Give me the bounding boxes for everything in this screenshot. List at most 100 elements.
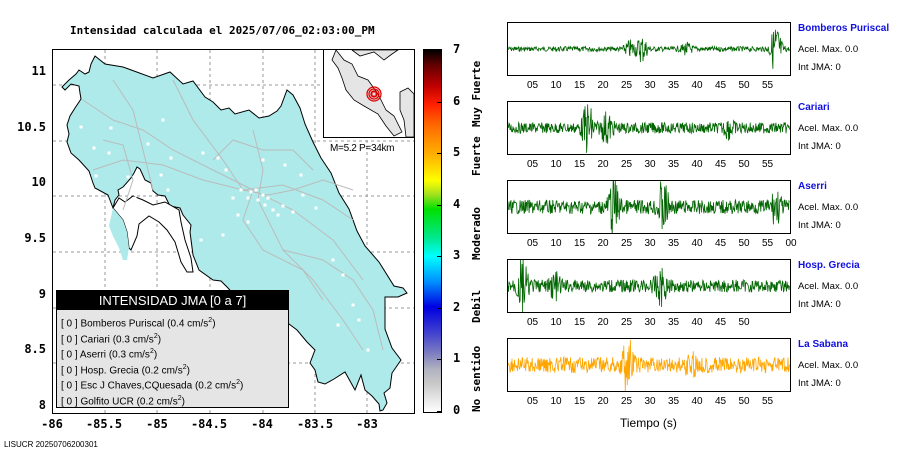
time-tick-label: 50 (738, 317, 750, 328)
legend-superscript: 2 (153, 332, 158, 340)
legend-superscript: 2 (236, 379, 240, 386)
legend-row: [ 0 ] Golfito UCR (0.2 cm/s2) (57, 391, 288, 407)
station-int-jma: Int JMA: 0 (798, 378, 841, 389)
lat-tick-label: 11 (31, 64, 46, 78)
legend-station: Hosp. Grecia (80, 364, 142, 376)
station-marker (169, 156, 173, 160)
legend-row: [ 0 ] Bomberos Puriscal (0.4 cm/s2) (57, 313, 288, 329)
time-tick-label: 35 (667, 317, 680, 328)
legend-acceleration: (0.3 cm/s (112, 333, 154, 345)
time-tick-label: 45 (714, 238, 727, 249)
waveform-trace (507, 104, 790, 153)
colorbar-tick-label: 5 (453, 145, 461, 160)
waveform-panel (507, 96, 791, 155)
time-tick-label: 30 (644, 396, 656, 407)
time-tick-label: 25 (620, 80, 633, 91)
legend-acceleration: (0.2 cm/s (136, 395, 178, 407)
station-marker (92, 146, 96, 150)
waveform-plot (507, 333, 790, 393)
waveform-plot (507, 17, 790, 69)
time-tick-label: 45 (714, 159, 727, 170)
legend-intensity: [ 0 ] (61, 333, 81, 345)
legend-intensity: [ 0 ] (61, 318, 81, 330)
legend-row: [ 0 ] Aserri (0.3 cm/s2) (57, 344, 288, 360)
lon-tick-label: -84.5 (190, 417, 228, 431)
station-marker (246, 196, 250, 200)
epicenter-ring (368, 88, 380, 100)
station-name: La Sabana (798, 339, 849, 350)
time-tick-label: 30 (644, 80, 656, 91)
station-acel-max: Acel. Max. 0.0 (798, 123, 859, 134)
station-marker (299, 173, 303, 177)
station-marker (283, 163, 287, 167)
station-marker (109, 126, 113, 130)
station-marker (146, 142, 150, 146)
colorbar-tick-label: 7 (453, 42, 461, 56)
waveform-plot (507, 175, 790, 237)
waveform-trace (507, 258, 790, 313)
station-marker (236, 213, 240, 217)
station-marker (366, 348, 370, 352)
station-marker (263, 203, 267, 207)
station-name: Bomberos Puriscal (798, 23, 890, 34)
lon-tick-label: -84 (251, 417, 273, 431)
time-tick-label: 55 (761, 396, 774, 407)
time-tick-label: 25 (620, 159, 633, 170)
station-marker (249, 190, 253, 194)
legend-station: Cariari (80, 333, 113, 345)
lat-tick-label: 10.5 (17, 120, 46, 134)
time-tick-labels: 05 10 15 20 25 30 35 40 45 50 (507, 317, 797, 331)
legend-superscript: 2 (149, 348, 154, 355)
legend-acceleration: (0.3 cm/s (108, 349, 150, 361)
waveform-plot (507, 96, 790, 153)
colorbar-category-label: Debil (470, 289, 483, 323)
station-acel-max: Acel. Max. 0.0 (798, 202, 859, 213)
station-marker (91, 208, 95, 212)
time-tick-label: 55 (761, 159, 774, 170)
legend-station: Esc J Chaves,CQuesada (80, 380, 195, 392)
time-tick-label: 55 (761, 238, 774, 249)
station-marker (133, 196, 137, 200)
colorbar-tick-mark (437, 50, 442, 51)
station-marker (357, 318, 361, 322)
colorbar-tick-label: 1 (453, 351, 461, 366)
lat-tick-label: 9 (38, 287, 46, 301)
lat-tick-label: 10 (31, 175, 46, 189)
road (282, 249, 384, 351)
epicenter-icon (371, 91, 377, 97)
legend-intensity: [ 0 ] (61, 364, 81, 376)
waveform-plot (507, 254, 790, 313)
time-tick-label: 20 (597, 80, 609, 91)
waveform-panel (507, 175, 791, 237)
station-acel-max: Acel. Max. 0.0 (798, 360, 859, 371)
time-tick-label: 30 (644, 317, 656, 328)
road (112, 79, 154, 191)
waveform-trace (507, 29, 790, 69)
legend-acceleration: (0.4 cm/s (167, 318, 209, 330)
legend-station: Golfito UCR (80, 395, 137, 407)
station-int-jma: Int JMA: 0 (798, 299, 841, 310)
station-marker (351, 303, 355, 307)
legend-row: [ 0 ] Hosp. Grecia (0.2 cm/s2) (57, 360, 288, 376)
colorbar-category-label: Muy Fuerte (470, 60, 483, 127)
station-marker (254, 188, 258, 192)
station-marker (246, 220, 250, 224)
time-tick-labels: 05 10 15 20 25 30 35 40 45 50 55 (507, 80, 797, 94)
station-acel-max: Acel. Max. 0.0 (798, 44, 859, 55)
station-name: Hosp. Grecia (798, 260, 860, 271)
time-tick-label: 50 (738, 238, 750, 249)
station-marker (271, 208, 275, 212)
station-marker (261, 193, 265, 197)
time-tick-label: 05 (526, 80, 539, 91)
time-tick-label: 25 (620, 317, 633, 328)
legend-paren: ) (181, 395, 185, 407)
colorbar-tick-mark (437, 101, 442, 103)
inset-landmass-east (399, 87, 414, 137)
legend-paren: ) (153, 349, 158, 361)
time-tick-label: 40 (691, 80, 703, 91)
road (212, 139, 314, 171)
time-tick-label: 05 (526, 159, 539, 170)
time-tick-label: 40 (691, 317, 703, 328)
time-tick-label: 20 (597, 396, 609, 407)
station-marker (336, 323, 340, 327)
